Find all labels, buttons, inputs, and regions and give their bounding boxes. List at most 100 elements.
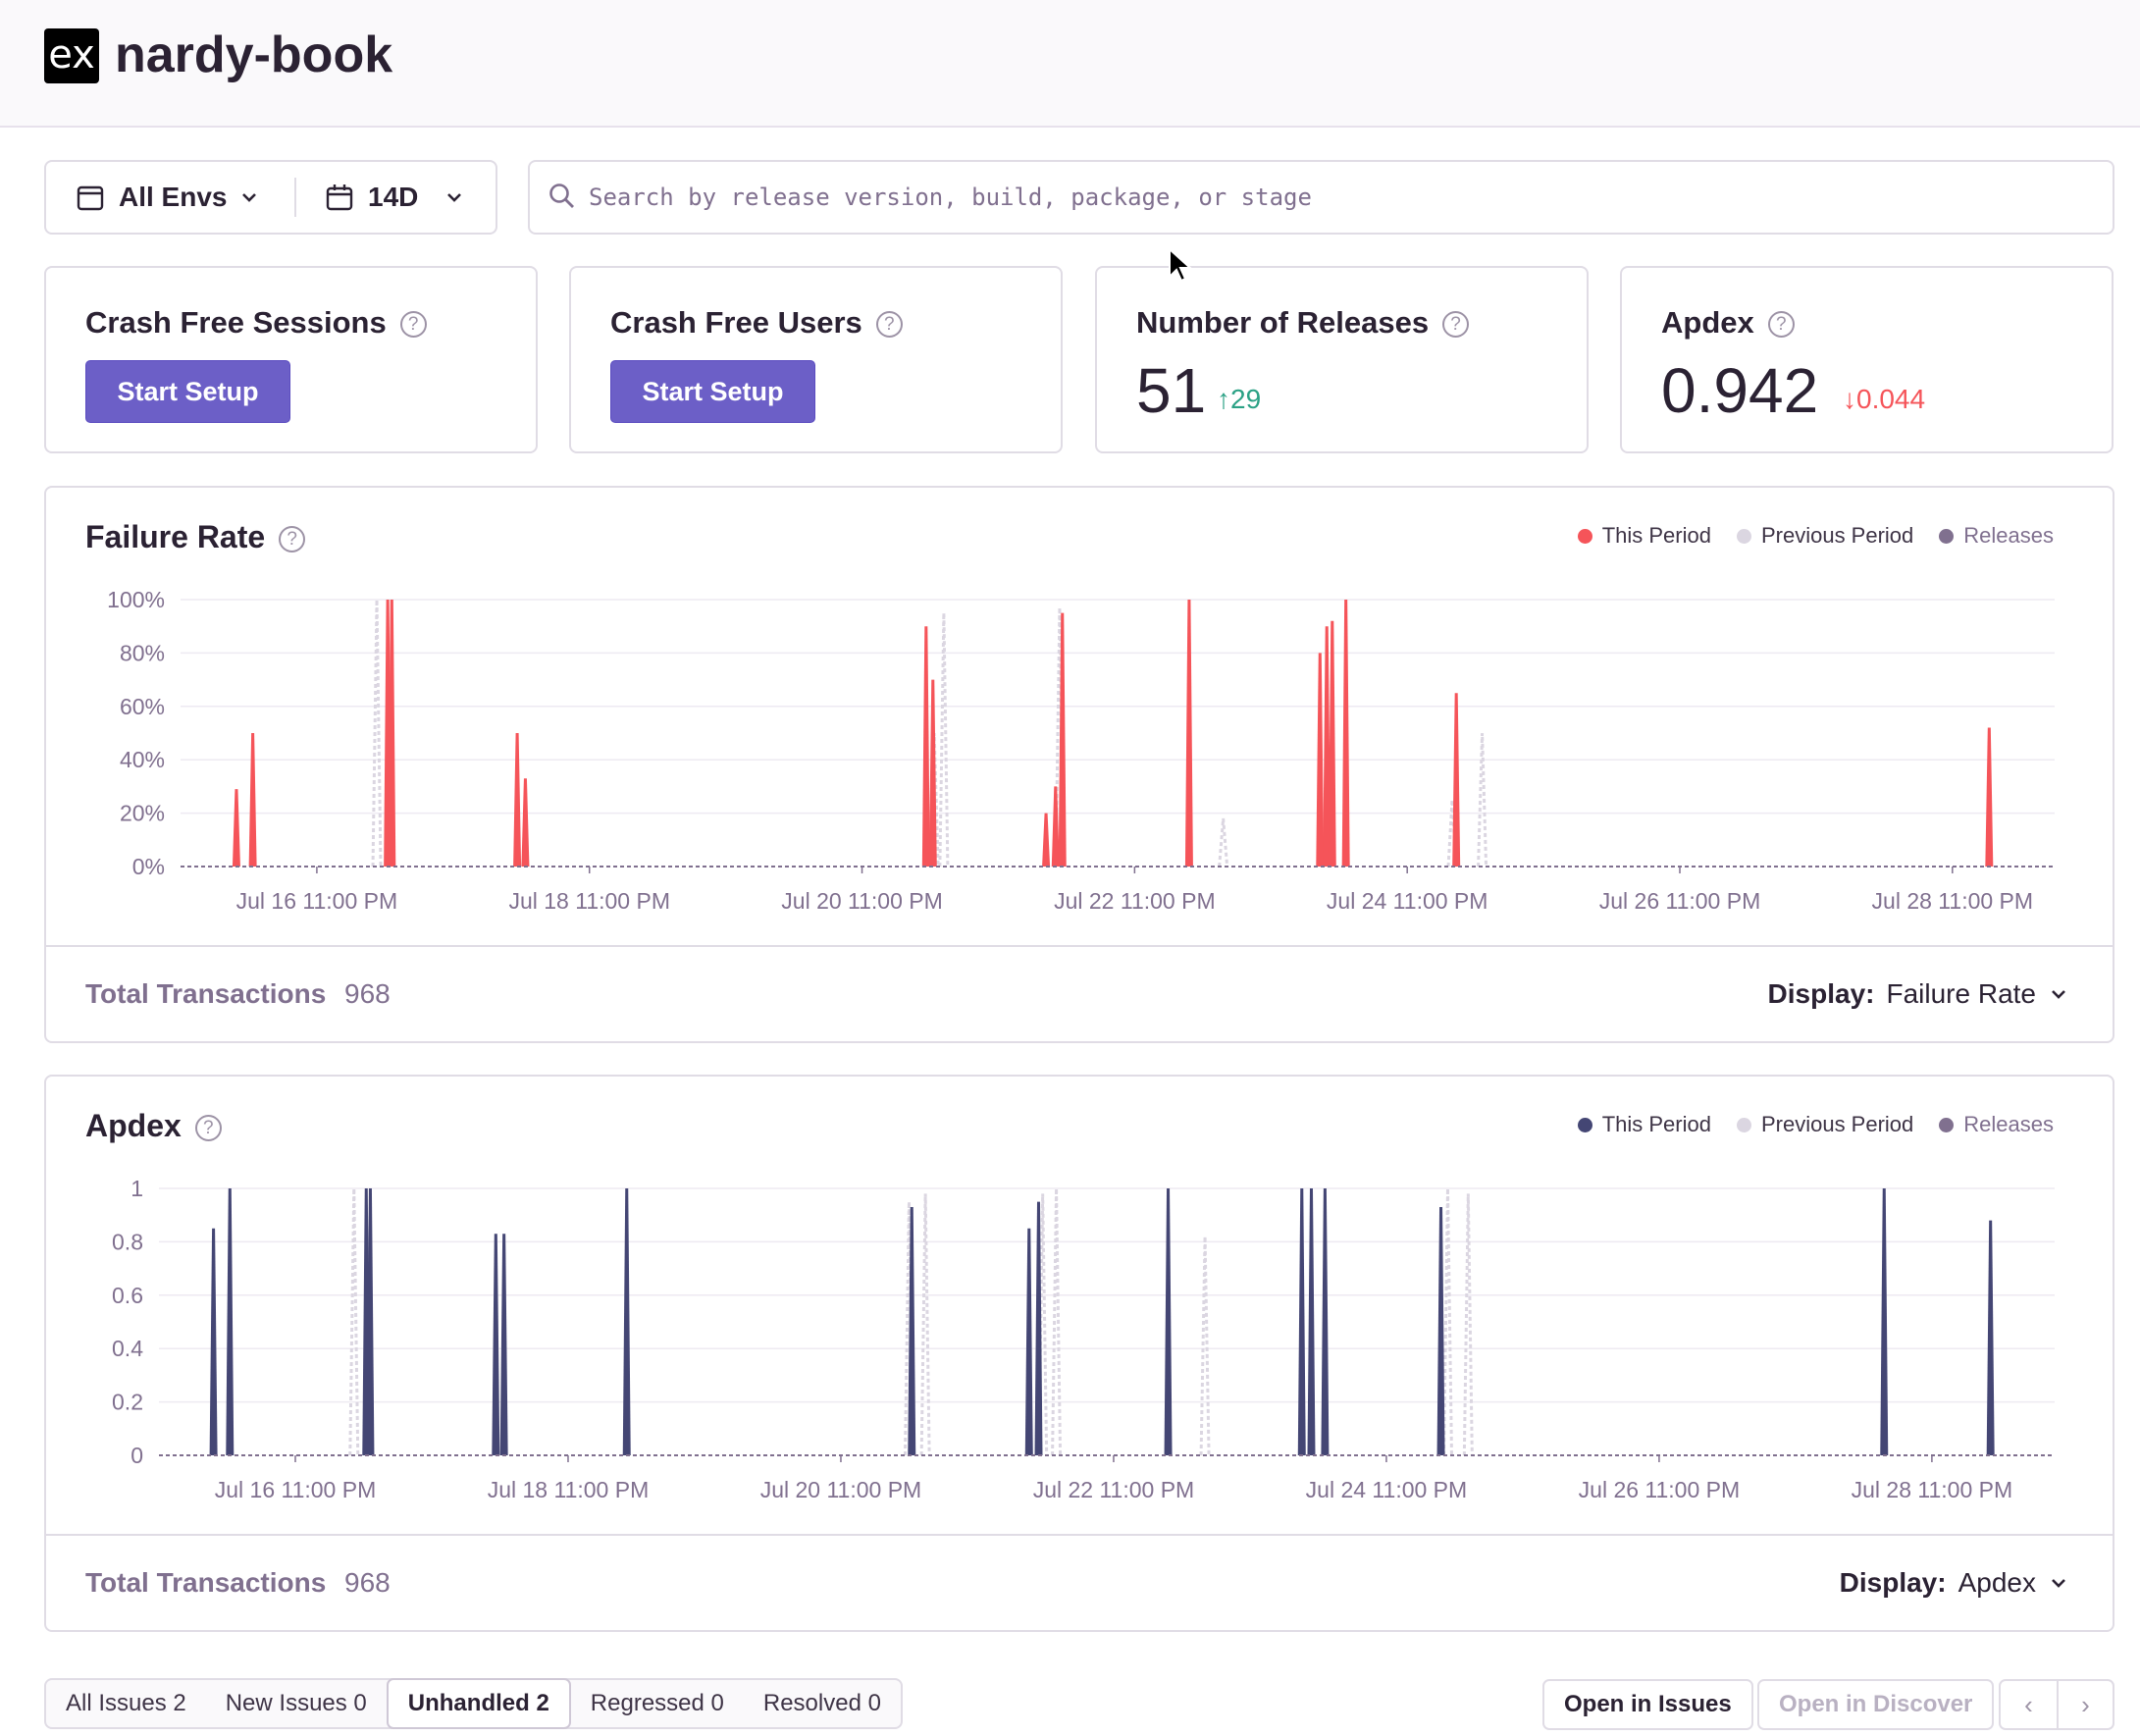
help-icon[interactable]: ? [1442,311,1470,339]
this-period-spike [513,733,522,867]
this-period-spike [622,1188,631,1455]
legend-item-this-period[interactable]: This Period [1577,523,1711,549]
start-setup-button[interactable]: Start Setup [610,360,815,423]
search-icon [549,184,574,208]
previous-period-spike [348,1187,360,1456]
arrow-up-icon: ↑ [1217,384,1230,414]
legend-dot [1736,1117,1751,1132]
this-period-spike [1042,813,1051,867]
legend-dot [1939,1117,1955,1132]
legend-item-previous-period[interactable]: Previous Period [1736,523,1914,549]
this-period-spike [1341,600,1350,867]
x-tick-label: Jul 18 11:00 PM [508,888,670,914]
legend-label: This Period [1601,1112,1711,1136]
y-tick-label: 0% [132,854,165,879]
this-period-spike [366,1188,375,1455]
failure-rate-chart: 0% 20% 40% 60% 80% 100% Jul 16 11:00 PM Jul 18 … [107,587,2055,914]
apdex-card: Apdex? 0.942 ↓0.044 [1620,266,2114,453]
legend-item-releases[interactable]: Releases [1939,1112,2054,1137]
x-tick-label: Jul 20 11:00 PM [781,888,943,914]
y-tick-label: 0 [130,1443,143,1468]
open-in-discover-button[interactable]: Open in Discover [1757,1679,1995,1730]
chevron-down-icon [447,193,462,202]
previous-period-spike [1218,817,1229,868]
display-label: Display: [1839,1567,1947,1598]
page-filter-bar: All Envs 14D [44,160,497,235]
chart-title: Apdex [85,1108,182,1143]
total-transactions-label: Total Transactions [85,1567,327,1598]
crash-free-sessions-card: Crash Free Sessions? Start Setup [44,266,538,453]
tab-new-issues[interactable]: New Issues 0 [225,1690,367,1716]
apdex-value: 0.942 [1661,355,1819,426]
issues-filter-tabs: All Issues 2 New Issues 0 Unhandled 2 Re… [44,1678,903,1729]
this-period-spike [1328,620,1336,867]
chart-legend: This Period Previous Period Releases [1552,1112,2054,1137]
legend-item-previous-period[interactable]: Previous Period [1736,1112,1914,1137]
x-tick-label: Jul 22 11:00 PM [1054,888,1216,914]
this-period-spike [1986,1220,1995,1455]
y-tick-label: 0.4 [112,1336,143,1361]
y-tick-label: 60% [120,694,165,719]
this-period-spike [1436,1207,1445,1455]
legend-label: Previous Period [1760,1112,1914,1136]
x-tick-label: Jul 18 11:00 PM [488,1477,650,1502]
help-icon[interactable]: ? [399,311,427,339]
chevron-down-icon [242,193,257,202]
previous-period-spike [371,599,383,868]
legend-label: This Period [1601,523,1711,548]
previous-period-spike [1477,732,1488,868]
tab-all-issues[interactable]: All Issues 2 [66,1690,186,1716]
this-period-spike [499,1234,508,1455]
y-tick-label: 40% [120,747,165,772]
this-period-spike [1051,786,1060,867]
display-value: Failure Rate [1886,978,2036,1009]
help-icon[interactable]: ? [875,311,903,339]
display-selector[interactable]: Display: Apdex [1840,1567,2069,1599]
calendar-icon [77,185,104,211]
period-label: 14D [368,182,419,212]
help-icon[interactable]: ? [194,1115,222,1142]
tab-resolved[interactable]: Resolved 0 [762,1690,881,1716]
project-header: ex nardy-book [0,0,2140,128]
environment-selector[interactable]: All Envs [76,162,260,233]
this-period-spike [1307,1188,1316,1455]
y-tick-label: 1 [130,1176,143,1201]
x-tick-label: Jul 20 11:00 PM [760,1477,922,1502]
legend-dot [1736,528,1751,544]
tab-regressed[interactable]: Regressed 0 [590,1690,724,1716]
y-tick-label: 100% [107,587,165,612]
total-transactions-value: 968 [344,1567,391,1598]
this-period-spike [921,626,930,867]
help-icon[interactable]: ? [279,526,306,553]
help-icon[interactable]: ? [1767,311,1795,339]
previous-page-button[interactable]: ‹ [2001,1681,2057,1728]
number-of-releases-card: Number of Releases? 51 ↑29 [1095,266,1589,453]
panel-footer: Total Transactions 968 Display: Apdex [46,1534,2113,1632]
period-selector[interactable]: 14D [325,162,465,233]
legend-label: Previous Period [1760,523,1914,548]
y-tick-label: 80% [120,640,165,665]
this-period-spike [388,600,396,867]
search-input[interactable] [589,176,2061,219]
previous-period-spike [1199,1236,1211,1456]
next-page-button[interactable]: › [2057,1681,2113,1728]
this-period-spike [928,679,937,867]
apdex-delta: ↓0.044 [1843,384,1925,415]
display-selector[interactable]: Display: Failure Rate [1768,978,2069,1010]
start-setup-button[interactable]: Start Setup [85,360,290,423]
releases-delta: ↑29 [1217,384,1261,415]
this-period-spike [1058,612,1067,867]
previous-period-spike [1054,607,1066,868]
card-title: Crash Free Sessions [85,305,387,340]
chevron-left-icon: ‹ [2024,1690,2033,1719]
previous-period-spike [1441,1187,1453,1456]
this-period-spike [1024,1228,1033,1455]
this-period-spike [1321,1188,1330,1455]
display-value: Apdex [1957,1567,2036,1598]
legend-dot [1577,528,1592,544]
legend-item-releases[interactable]: Releases [1939,523,2054,549]
legend-item-this-period[interactable]: This Period [1577,1112,1711,1137]
chevron-right-icon: › [2081,1690,2090,1719]
open-in-issues-button[interactable]: Open in Issues [1542,1679,1753,1730]
tab-unhandled[interactable]: Unhandled 2 [386,1678,571,1729]
